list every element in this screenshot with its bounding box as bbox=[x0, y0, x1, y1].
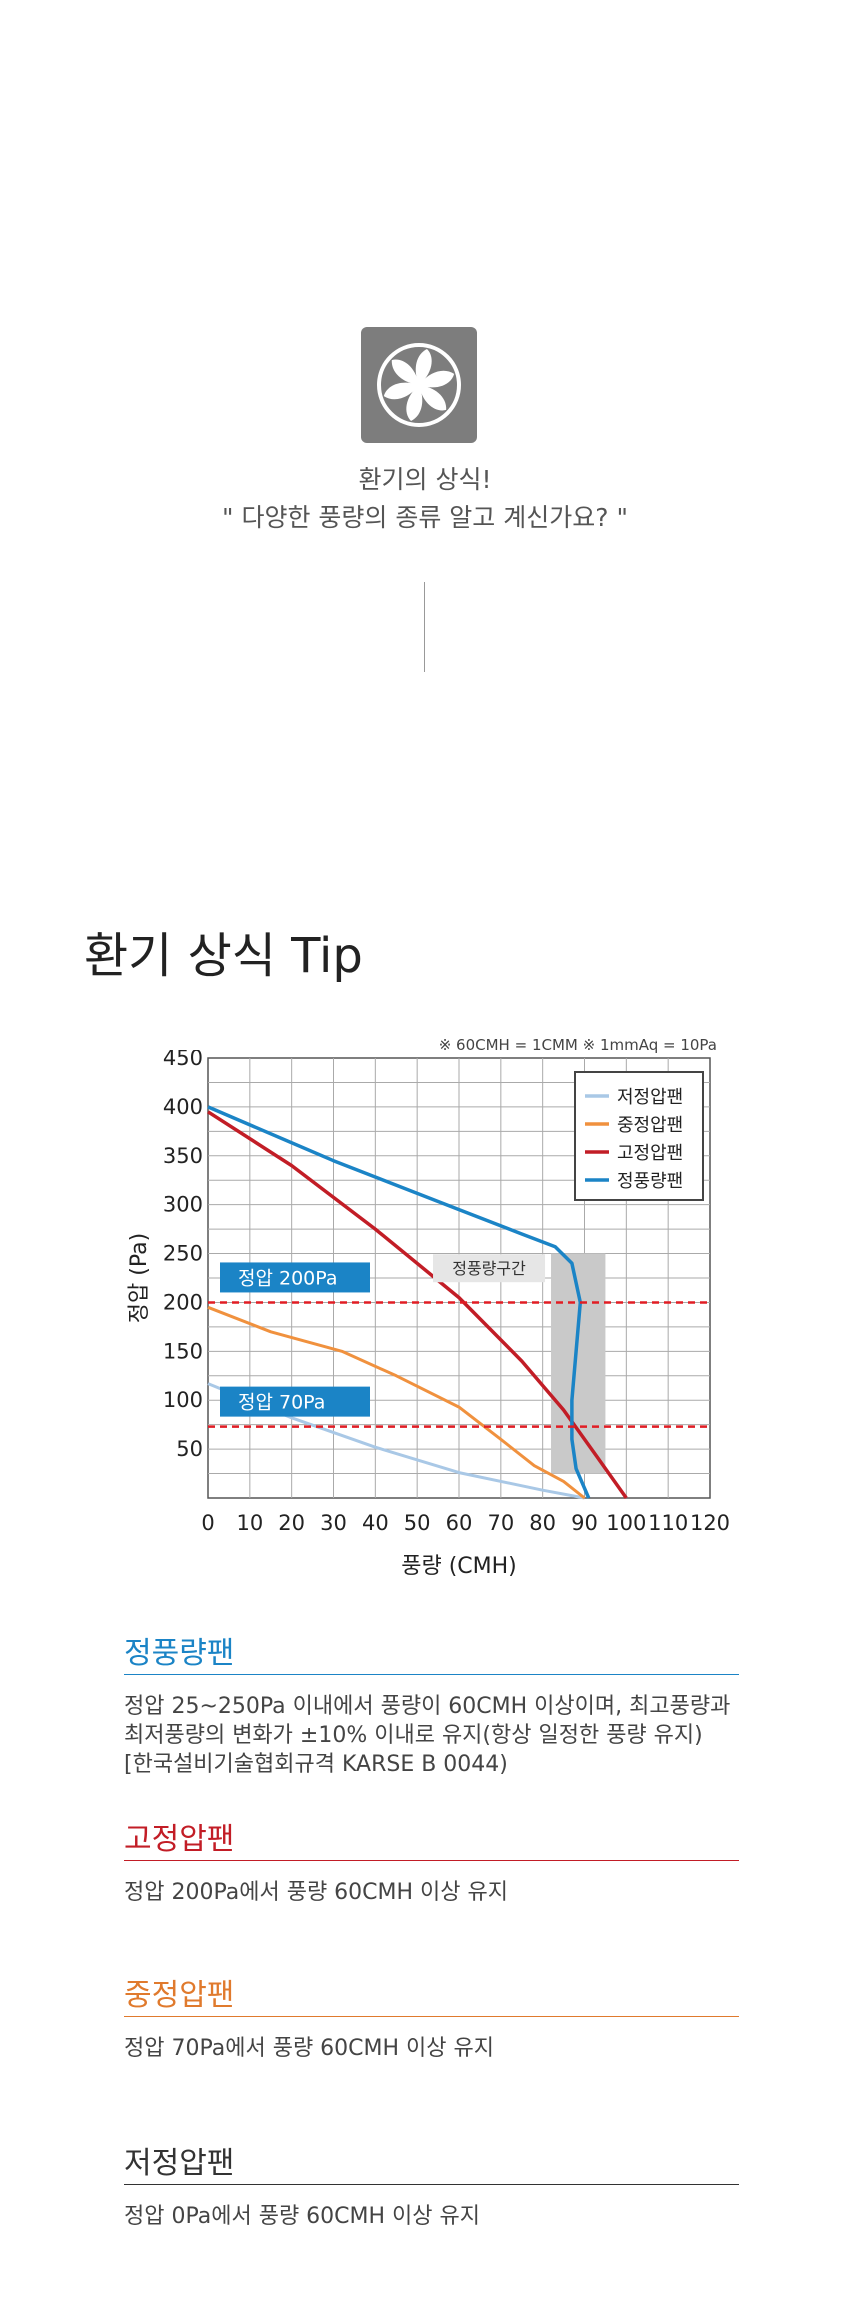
fan-blade bbox=[415, 349, 432, 385]
tip-description: 정압 70Pa에서 풍량 60CMH 이상 유지 bbox=[124, 2034, 764, 2063]
intro-line-2: " 다양한 풍량의 종류 알고 계신가요? " bbox=[222, 503, 628, 532]
y-tick-label: 150 bbox=[163, 1339, 203, 1363]
tip-description-line: 정압 0Pa에서 풍량 60CMH 이상 유지 bbox=[124, 2204, 481, 2229]
fan-icon-graphic bbox=[377, 343, 461, 427]
x-tick-label: 110 bbox=[648, 1511, 688, 1535]
intro-line-1: 환기의 상식! bbox=[358, 465, 492, 494]
vertical-divider bbox=[424, 582, 425, 672]
series-line bbox=[207, 1110, 628, 1500]
tip-description: 정압 0Pa에서 풍량 60CMH 이상 유지 bbox=[124, 2202, 764, 2231]
x-tick-label: 80 bbox=[529, 1511, 556, 1535]
legend-label: 정풍량팬 bbox=[617, 1171, 683, 1192]
y-tick-label: 50 bbox=[176, 1437, 203, 1461]
tip-title: 정풍량팬 bbox=[124, 1636, 235, 1671]
legend-label: 고정압팬 bbox=[617, 1143, 683, 1164]
x-tick-label: 50 bbox=[404, 1511, 431, 1535]
tip-description-line: 최저풍량의 변화가 ±10% 이내로 유지(항상 일정한 풍량 유지) bbox=[124, 1723, 703, 1748]
y-tick-label: 300 bbox=[163, 1193, 203, 1217]
fan-curve-chart: 정압 200Pa 정압 70Pa 정풍량구간 0 10 20 30 40 50 60 70 80 90 1… bbox=[127, 1050, 730, 1579]
region-label: 정풍량구간 bbox=[452, 1259, 526, 1278]
y-tick-label: 400 bbox=[163, 1095, 203, 1119]
tip-title: 중정압팬 bbox=[124, 1978, 235, 2013]
x-tick-label: 100 bbox=[606, 1511, 646, 1535]
x-tick-label: 0 bbox=[201, 1511, 214, 1535]
tip-rule bbox=[124, 1674, 739, 1675]
x-tick-label: 30 bbox=[320, 1511, 347, 1535]
tip-description: 정압 200Pa에서 풍량 60CMH 이상 유지 bbox=[124, 1878, 764, 1907]
x-tick-label: 60 bbox=[446, 1511, 473, 1535]
y-axis-label: 정압 (Pa) bbox=[127, 1233, 152, 1323]
unit-note: ※ 60CMH = 1CMM ※ 1mmAq = 10Pa bbox=[438, 1036, 717, 1054]
tip-description-line: 정압 25~250Pa 이내에서 풍량이 60CMH 이상이며, 최고풍량과 bbox=[124, 1694, 731, 1719]
tip-rule bbox=[124, 2184, 739, 2185]
tip-description-line: 정압 70Pa에서 풍량 60CMH 이상 유지 bbox=[124, 2036, 495, 2061]
y-tick-label: 100 bbox=[163, 1388, 203, 1412]
y-tick-label: 200 bbox=[163, 1290, 203, 1314]
tip-rule bbox=[124, 2016, 739, 2017]
fan-icon bbox=[361, 327, 477, 443]
legend-label: 중정압팬 bbox=[617, 1115, 683, 1136]
x-tick-label: 90 bbox=[571, 1511, 598, 1535]
series-line bbox=[207, 1305, 586, 1500]
tip-description-line: 정압 200Pa에서 풍량 60CMH 이상 유지 bbox=[124, 1880, 508, 1905]
x-axis-label: 풍량 (CMH) bbox=[401, 1554, 517, 1579]
y-tick-label: 350 bbox=[163, 1144, 203, 1168]
fan-blade bbox=[391, 359, 419, 386]
tip-title: 고정압팬 bbox=[124, 1822, 235, 1857]
x-tick-label: 40 bbox=[362, 1511, 389, 1535]
x-tick-label: 120 bbox=[690, 1511, 730, 1535]
fan-blade bbox=[419, 384, 447, 411]
tip-description-line: [한국설비기술협회규격 KARSE B 0044) bbox=[124, 1752, 508, 1777]
x-tick-label: 20 bbox=[278, 1511, 305, 1535]
fan-blade bbox=[383, 382, 419, 400]
reference-label-bg bbox=[220, 1386, 370, 1417]
reference-label-bg bbox=[220, 1262, 370, 1293]
reference-label: 정압 200Pa bbox=[238, 1267, 338, 1289]
fan-blade bbox=[419, 370, 455, 388]
region-label-bg bbox=[433, 1254, 546, 1283]
x-tick-label: 70 bbox=[487, 1511, 514, 1535]
tip-rule bbox=[124, 1860, 739, 1861]
section-title: 환기 상식 Tip bbox=[84, 928, 363, 984]
tip-title: 저정압팬 bbox=[124, 2146, 235, 2181]
fan-blade bbox=[406, 385, 423, 421]
legend-label: 저정압팬 bbox=[617, 1087, 683, 1108]
x-tick-label: 10 bbox=[236, 1511, 263, 1535]
y-tick-label: 250 bbox=[163, 1242, 203, 1266]
y-tick-label: 450 bbox=[163, 1050, 203, 1070]
reference-label: 정압 70Pa bbox=[238, 1392, 325, 1414]
